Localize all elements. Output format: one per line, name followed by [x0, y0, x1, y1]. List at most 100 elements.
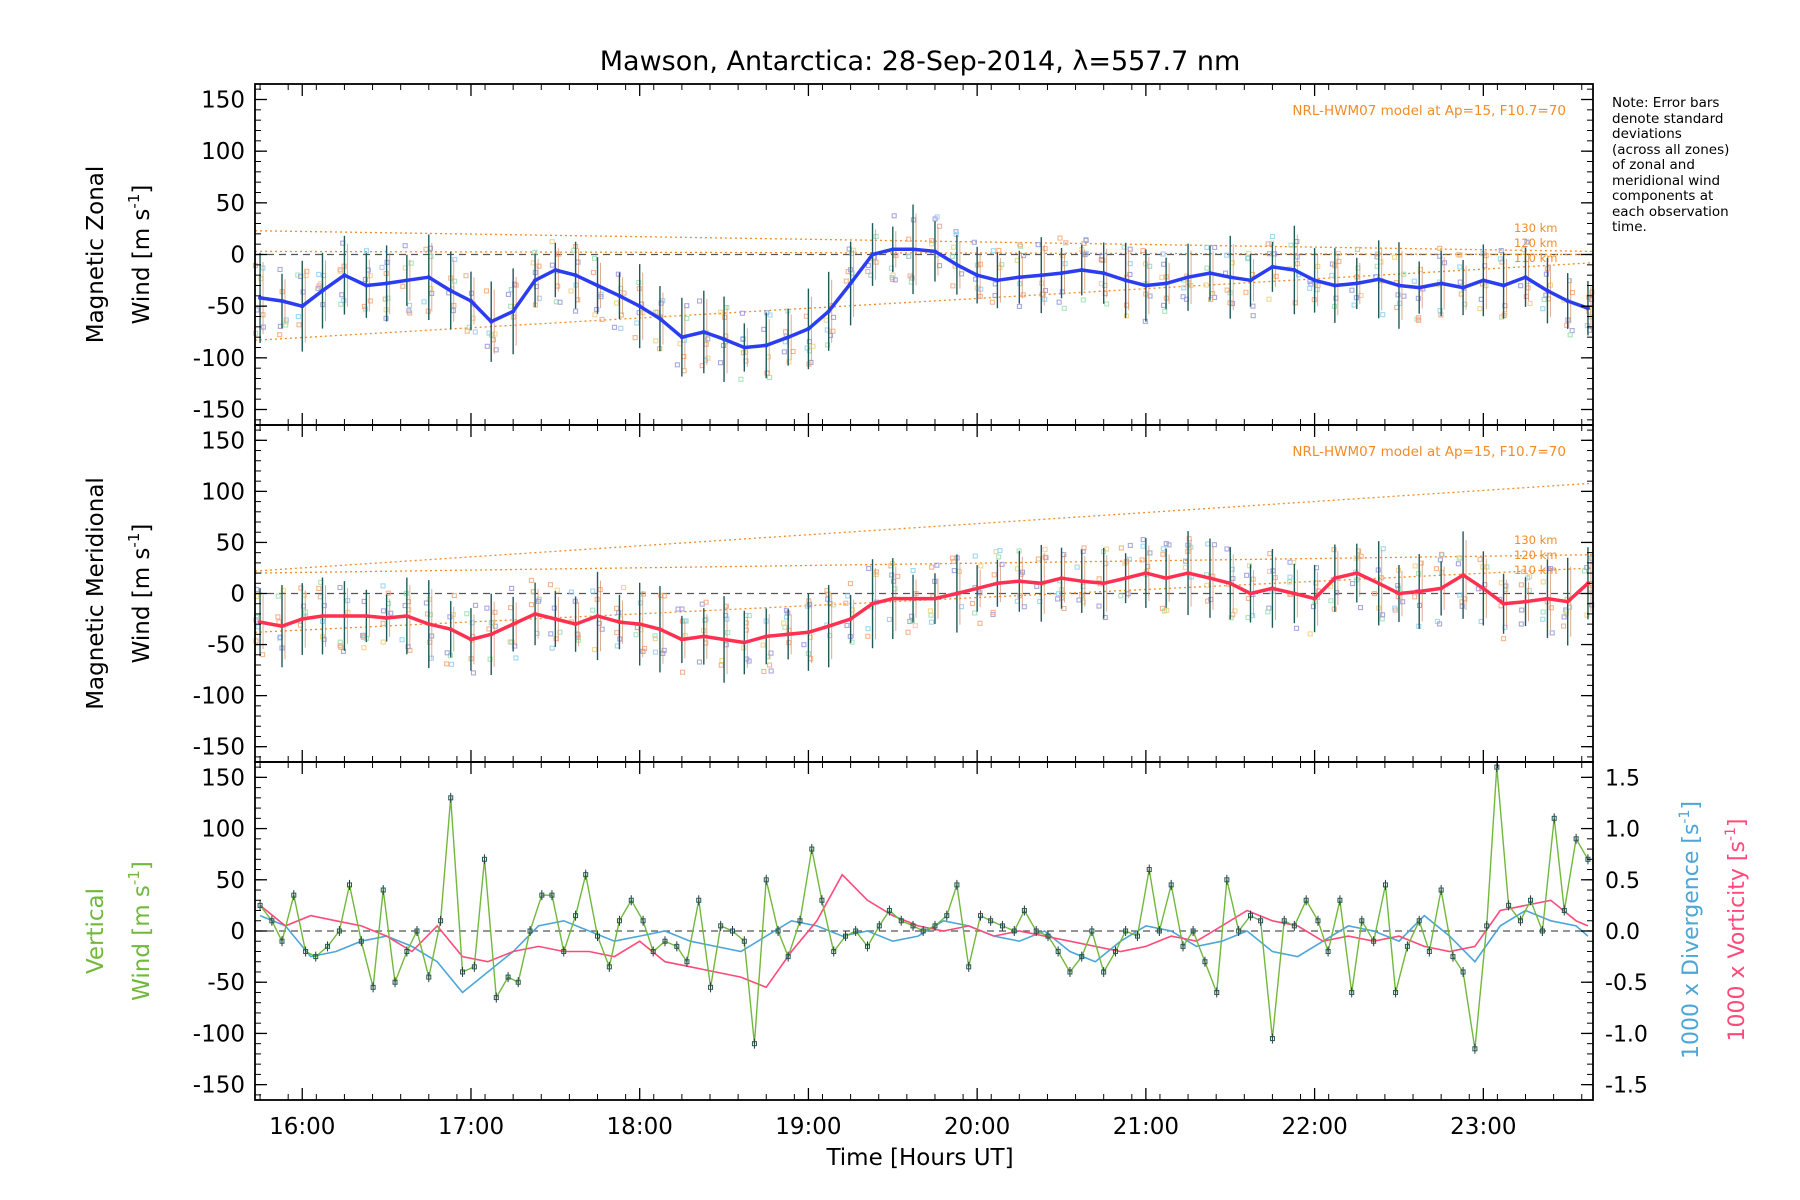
y-axis-label-line2: Wind [m s-1] — [125, 185, 155, 325]
zone-point — [493, 347, 499, 353]
zone-point — [337, 643, 343, 649]
zone-point — [337, 267, 343, 273]
zone-point — [801, 642, 807, 648]
zone-point — [1123, 313, 1130, 319]
zone-point — [1518, 283, 1524, 289]
vertical-wind-point — [988, 918, 994, 924]
zone-point — [253, 617, 259, 623]
vertical-wind-point — [1146, 867, 1152, 873]
zone-point — [740, 350, 746, 356]
meridional-wind-point — [1376, 581, 1381, 586]
zonal-wind-point — [553, 268, 558, 272]
zonal-wind-point — [701, 330, 706, 334]
zone-point — [1548, 605, 1554, 611]
zone-point — [1400, 599, 1406, 605]
zone-point — [1118, 545, 1124, 551]
y-tick-label: 50 — [216, 530, 245, 556]
zone-point — [1589, 289, 1595, 295]
vertical-wind-point — [1021, 908, 1027, 914]
vertical-wind-point — [831, 948, 837, 954]
vertical-wind-point — [583, 872, 589, 878]
zonal-wind-point — [489, 319, 494, 324]
zonal-wind-point — [1481, 278, 1486, 283]
zone-point — [444, 661, 450, 667]
zone-point — [549, 645, 555, 651]
zone-point — [1080, 297, 1086, 303]
zone-point — [1287, 579, 1293, 585]
meridional-wind-point — [1354, 571, 1359, 576]
zone-point — [990, 609, 996, 615]
zone-point — [1056, 299, 1062, 305]
zone-point — [275, 614, 281, 620]
divergence-axis-label-sup: -1 — [1677, 810, 1693, 824]
zone-point — [766, 374, 773, 381]
zone-point — [1358, 292, 1364, 298]
y-axis-label-line2-text: Wind [m s — [129, 885, 155, 1001]
zone-point — [507, 639, 513, 645]
zone-point — [337, 584, 343, 591]
zonal-wind-point — [870, 252, 875, 257]
y-axis-label-line2: Wind [m s-1] — [125, 524, 155, 664]
zone-point — [1246, 563, 1253, 569]
x-tick-label: 19:00 — [775, 1114, 841, 1140]
zone-point — [907, 273, 913, 279]
zone-point — [1139, 557, 1145, 563]
vertical-wind-point — [1236, 928, 1242, 934]
meridional-wind-point — [553, 617, 558, 622]
zone-point — [1181, 285, 1187, 291]
zone-point — [1034, 583, 1040, 590]
zone-point — [1378, 259, 1384, 265]
zonal-wind-point — [954, 262, 959, 267]
vertical-wind-point — [1349, 989, 1355, 995]
zone-point — [1411, 278, 1417, 284]
zone-point — [590, 588, 596, 594]
zone-point — [1287, 574, 1293, 580]
x-tick-label: 17:00 — [438, 1114, 504, 1140]
zone-point — [295, 272, 301, 278]
right-y-tick-label: 1.0 — [1605, 818, 1640, 843]
zone-point — [316, 585, 322, 591]
zone-point — [1061, 305, 1067, 311]
zone-point — [636, 280, 642, 286]
zone-point — [1204, 244, 1210, 250]
zonal-wind-point — [848, 281, 853, 286]
zone-point — [618, 325, 624, 331]
zonal-wind-point — [258, 295, 263, 300]
vertical-wind-point — [843, 933, 849, 939]
meridional-wind-point — [1523, 599, 1528, 604]
zonal-wind-point — [320, 288, 325, 293]
zone-point — [652, 636, 658, 642]
vertical-wind-point — [718, 923, 724, 929]
zone-point — [999, 561, 1005, 567]
zone-point — [765, 354, 771, 360]
zone-point — [760, 642, 766, 648]
model-level-label: 120 km — [1514, 236, 1557, 250]
vertical-wind-point — [1113, 948, 1119, 954]
zone-point — [483, 288, 490, 294]
zone-point — [1433, 566, 1440, 572]
zone-point — [886, 616, 892, 622]
zone-point — [614, 643, 620, 649]
zone-point — [592, 312, 598, 318]
zone-point — [1159, 605, 1165, 611]
zone-point — [615, 271, 621, 277]
zone-point — [991, 572, 997, 578]
zone-point — [950, 283, 956, 289]
zone-point — [1265, 609, 1271, 615]
vertical-wind-point — [505, 974, 511, 980]
vertical-wind-point — [616, 918, 622, 924]
zone-point — [661, 647, 667, 653]
zonal-wind-point — [1207, 271, 1212, 276]
meridional-wind-point — [1207, 576, 1212, 581]
zone-point — [1161, 302, 1167, 308]
zone-point — [275, 593, 281, 599]
vertical-wind-point — [1011, 928, 1017, 934]
zone-point — [277, 266, 283, 273]
y-tick-label: 50 — [216, 868, 245, 894]
zonal-wind-point — [679, 335, 684, 340]
zone-point — [674, 362, 680, 368]
zone-point — [932, 216, 938, 222]
zone-point — [969, 600, 976, 607]
meridional-wind-point — [679, 637, 684, 642]
vertical-wind-point — [269, 918, 275, 924]
